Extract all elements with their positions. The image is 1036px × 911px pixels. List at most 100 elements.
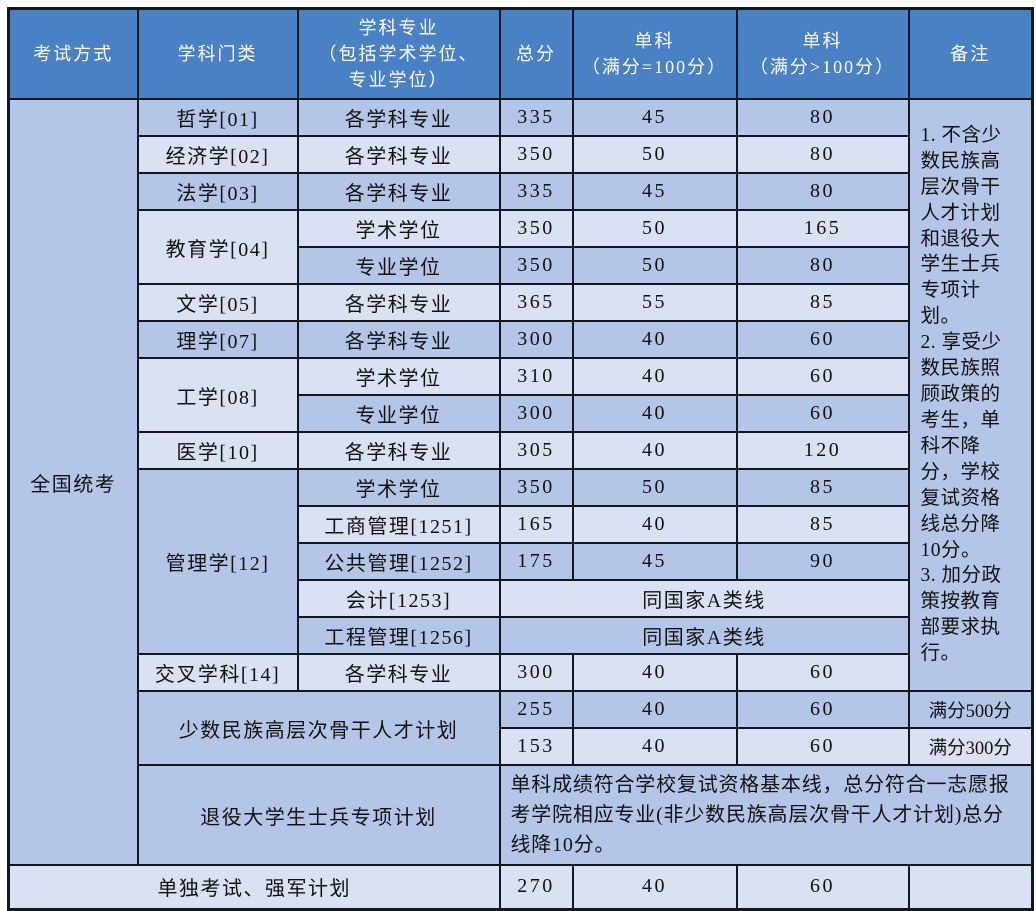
- total-cell: 153: [498, 727, 574, 766]
- table-row: 单独考试、强军计划 270 40 60: [7, 864, 1034, 910]
- col-header-single-gt100: 单科 （满分>100分）: [735, 7, 910, 100]
- major-cell: 学术学位: [296, 209, 501, 248]
- major-cell: 各学科专业: [296, 653, 501, 692]
- table-row: 专业学位 350 50 80: [9, 246, 1033, 285]
- total-cell: 255: [498, 690, 574, 729]
- total-cell: 300: [498, 394, 574, 433]
- table-row: 少数民族高层次骨干人才计划 255 40 60 满分500分: [9, 690, 1034, 766]
- major-cell: 工商管理[1251]: [296, 505, 501, 544]
- remark-cell: [907, 864, 1034, 910]
- table-row: 全国统考 哲学[01] 各学科专业 335 45 80 1. 不含少数民族高层次…: [7, 98, 1034, 866]
- table-row: 153 40 60 满分300分: [9, 727, 1034, 766]
- single-eq100-cell: 45: [571, 98, 738, 137]
- total-cell: 310: [498, 357, 574, 396]
- single-eq100-cell: 40: [571, 357, 738, 396]
- remark-notes-cell: 1. 不含少数民族高层次骨干人才计划和退役大学生士兵专项计划。 2. 享受少数民…: [907, 98, 1034, 692]
- total-cell: 300: [498, 320, 574, 359]
- major-cell: 学术学位: [296, 357, 501, 396]
- single-gt100-cell: 85: [735, 505, 910, 544]
- major-cell: 各学科专业: [296, 98, 501, 137]
- single-eq100-cell: 40: [571, 653, 738, 692]
- major-cell: 会计[1253]: [296, 579, 501, 618]
- table-row: 交叉学科[14] 各学科专业 300 40 60: [9, 653, 1033, 692]
- single-eq100-cell: 40: [571, 864, 738, 910]
- veteran-plan-label-cell: 退役大学生士兵专项计划: [136, 764, 501, 866]
- total-cell: 165: [498, 505, 574, 544]
- same-as-national-line-cell: 同国家A类线: [498, 616, 910, 655]
- minority-plan-label-cell: 少数民族高层次骨干人才计划: [136, 690, 501, 766]
- major-cell: 专业学位: [296, 394, 501, 433]
- category-cell: 教育学[04]: [136, 209, 299, 285]
- single-gt100-cell: 80: [735, 135, 910, 174]
- table-row: 经济学[02] 各学科专业 350 50 80: [9, 135, 1033, 174]
- total-cell: 175: [498, 542, 574, 581]
- single-gt100-cell: 60: [735, 690, 910, 729]
- category-cell: 交叉学科[14]: [136, 653, 299, 692]
- total-cell: 350: [498, 209, 574, 248]
- single-eq100-cell: 45: [571, 172, 738, 211]
- table-row: 教育学[04] 学术学位 350 50 165: [9, 209, 1033, 285]
- category-cell: 哲学[01]: [136, 98, 299, 137]
- single-gt100-cell: 85: [735, 283, 910, 322]
- category-cell: 法学[03]: [136, 172, 299, 211]
- table-row: 理学[07] 各学科专业 300 40 60: [9, 320, 1033, 359]
- single-gt100-cell: 90: [735, 542, 910, 581]
- major-cell: 各学科专业: [296, 172, 501, 211]
- total-cell: 350: [498, 246, 574, 285]
- single-gt100-cell: 60: [735, 653, 910, 692]
- single-gt100-cell: 80: [735, 246, 910, 285]
- table-row: 专业学位 300 40 60: [9, 394, 1033, 433]
- single-gt100-cell: 60: [735, 394, 910, 433]
- single-eq100-cell: 55: [571, 283, 738, 322]
- single-eq100-cell: 40: [571, 320, 738, 359]
- admission-score-table: 考试方式 学科门类 学科专业 （包括学术学位、 专业学位） 总分 单科 （满分=…: [7, 7, 1034, 911]
- single-gt100-cell: 60: [735, 320, 910, 359]
- single-eq100-cell: 40: [571, 505, 738, 544]
- category-cell: 工学[08]: [136, 357, 299, 433]
- single-eq100-cell: 50: [571, 209, 738, 248]
- table-row: 文学[05] 各学科专业 365 55 85: [9, 283, 1033, 322]
- table-row: 会计[1253] 同国家A类线: [9, 579, 1033, 618]
- table-row: 工学[08] 学术学位 310 40 60: [9, 357, 1033, 433]
- major-cell: 各学科专业: [296, 431, 501, 470]
- table-row: 医学[10] 各学科专业 305 40 120: [9, 431, 1033, 470]
- total-cell: 305: [498, 431, 574, 470]
- col-header-exam-method: 考试方式: [7, 7, 139, 100]
- total-cell: 335: [498, 172, 574, 211]
- table-row: 工商管理[1251] 165 40 85: [9, 505, 1033, 544]
- veteran-plan-note-cell: 单科成绩符合学校复试资格基本线，总分符合一志愿报考学院相应专业(非少数民族高层次…: [498, 764, 1034, 866]
- total-cell: 270: [498, 864, 574, 910]
- single-gt100-cell: 85: [735, 468, 910, 507]
- single-eq100-cell: 40: [571, 727, 738, 766]
- table-row: 管理学[12] 学术学位 350 50 85: [9, 468, 1033, 655]
- single-gt100-cell: 80: [735, 172, 910, 211]
- total-cell: 350: [498, 468, 574, 507]
- col-header-single-eq100: 单科 （满分=100分）: [571, 7, 738, 100]
- single-gt100-cell: 165: [735, 209, 910, 248]
- major-cell: 工程管理[1256]: [296, 616, 501, 655]
- col-header-major: 学科专业 （包括学术学位、 专业学位）: [296, 7, 501, 100]
- col-header-total: 总分: [498, 7, 574, 100]
- table-row: 退役大学生士兵专项计划 单科成绩符合学校复试资格基本线，总分符合一志愿报考学院相…: [9, 764, 1034, 866]
- col-header-remark: 备注: [907, 7, 1034, 100]
- single-gt100-cell: 120: [735, 431, 910, 470]
- total-cell: 365: [498, 283, 574, 322]
- single-gt100-cell: 60: [735, 727, 910, 766]
- remark-cell: 满分500分: [907, 690, 1034, 729]
- category-cell: 经济学[02]: [136, 135, 299, 174]
- category-cell: 管理学[12]: [136, 468, 299, 655]
- single-eq100-cell: 40: [571, 690, 738, 729]
- major-cell: 公共管理[1252]: [296, 542, 501, 581]
- remark-cell: 满分300分: [907, 727, 1034, 766]
- major-cell: 专业学位: [296, 246, 501, 285]
- single-eq100-cell: 45: [571, 542, 738, 581]
- total-cell: 300: [498, 653, 574, 692]
- category-cell: 医学[10]: [136, 431, 299, 470]
- major-cell: 学术学位: [296, 468, 501, 507]
- table-row: 公共管理[1252] 175 45 90: [9, 542, 1033, 581]
- single-eq100-cell: 50: [571, 246, 738, 285]
- major-cell: 各学科专业: [296, 135, 501, 174]
- same-as-national-line-cell: 同国家A类线: [498, 579, 910, 618]
- table-row: 法学[03] 各学科专业 335 45 80: [9, 172, 1033, 211]
- single-eq100-cell: 50: [571, 468, 738, 507]
